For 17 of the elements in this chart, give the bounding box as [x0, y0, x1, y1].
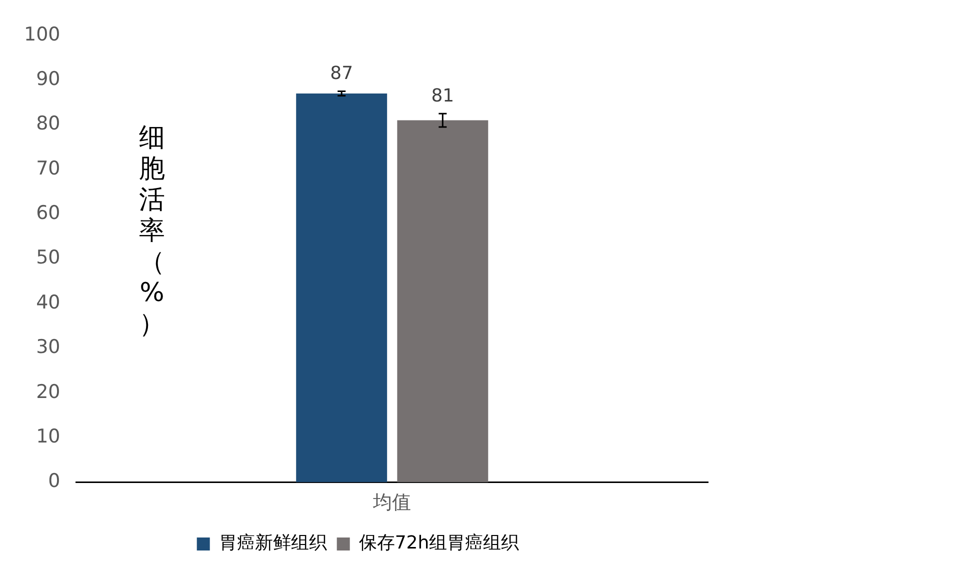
y-tick-label: 100	[24, 23, 60, 46]
y-tick-label: 10	[36, 425, 60, 448]
y-tick-label: 40	[36, 291, 60, 314]
data-label: 81	[431, 85, 454, 106]
data-label: 87	[330, 62, 354, 84]
y-axis-title: 细胞活率（%）	[138, 123, 166, 340]
y-tick-label: 60	[36, 202, 60, 224]
y-tick-label: 0	[48, 470, 60, 492]
y-tick-label: 30	[36, 336, 60, 358]
x-tick-label: 均值	[372, 492, 412, 514]
legend-label: 胃癌新鲜组织	[218, 532, 327, 554]
y-tick-label: 70	[36, 157, 60, 180]
y-tick-label: 80	[36, 112, 60, 135]
y-tick-label: 50	[36, 246, 60, 269]
y-tick-label: 20	[36, 380, 60, 403]
y-tick-label: 90	[36, 68, 60, 90]
legend-label: 保存72h组胃癌组织	[358, 532, 520, 554]
